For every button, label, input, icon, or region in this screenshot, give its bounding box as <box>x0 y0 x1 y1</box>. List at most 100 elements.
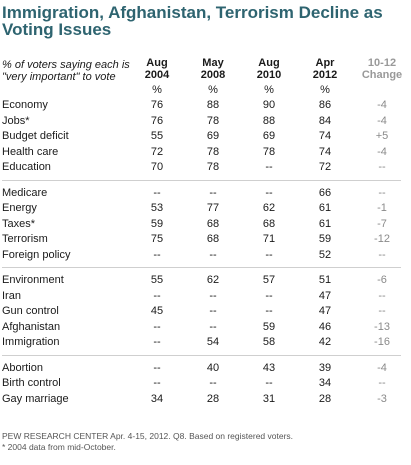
value-cell: 61 <box>318 217 332 230</box>
change-cell: +5 <box>375 130 389 142</box>
value-cell: 71 <box>262 233 276 245</box>
table-row: Immigration -- 54 58 42 -16 <box>0 335 411 350</box>
table-row: Budget deficit 55 69 69 74 +5 <box>0 129 411 144</box>
column-header-change: 10-12 Change <box>352 57 411 81</box>
value-cell: -- <box>153 320 161 333</box>
value-cell: 68 <box>206 233 220 245</box>
value-cell: -- <box>209 186 217 199</box>
column-header-year: 2004 <box>144 69 170 81</box>
value-cell: -- <box>153 248 161 261</box>
issue-label: Taxes* <box>2 217 36 230</box>
value-cell: 78 <box>206 161 220 173</box>
value-cell: 78 <box>206 145 220 158</box>
issue-label: Budget deficit <box>2 130 69 142</box>
issue-label: Terrorism <box>2 233 48 245</box>
table-row: Gun control 45 -- -- 47 -- <box>0 304 411 319</box>
value-cell: 75 <box>150 233 164 245</box>
value-cell: 34 <box>150 392 164 405</box>
value-cell: -- <box>265 248 273 261</box>
value-cell: 76 <box>150 114 164 127</box>
column-header-aug-2004: Aug 2004 <box>127 57 187 81</box>
table-row: Jobs* 76 78 88 84 -4 <box>0 114 411 129</box>
value-cell: 54 <box>206 336 220 348</box>
value-cell: -- <box>265 186 273 199</box>
column-header-month: Apr <box>315 57 335 69</box>
value-cell: 31 <box>262 392 276 405</box>
value-cell: -- <box>265 305 273 317</box>
column-header-aug-2010: Aug 2010 <box>239 57 299 81</box>
page-title: Immigration, Afghanistan, Terrorism Decl… <box>2 3 383 39</box>
value-cell: 90 <box>262 99 276 111</box>
table-row: Gay marriage 34 28 31 28 -3 <box>0 392 411 407</box>
table-row: Afghanistan -- -- 59 46 -13 <box>0 320 411 335</box>
value-cell: -- <box>209 305 217 317</box>
column-header-year: 2012 <box>312 69 338 81</box>
group-divider <box>2 267 401 268</box>
value-cell: 42 <box>318 336 332 348</box>
value-cell: 70 <box>150 161 164 173</box>
value-cell: 34 <box>318 377 332 389</box>
change-cell: -13 <box>374 320 390 333</box>
issue-label: Medicare <box>2 186 48 199</box>
issue-label: Afghanistan <box>2 320 61 333</box>
column-header-may-2008: May 2008 <box>183 57 243 81</box>
value-cell: 88 <box>206 99 220 111</box>
footnote: PEW RESEARCH CENTER Apr. 4-15, 2012. Q8.… <box>2 431 407 453</box>
value-cell: 76 <box>150 99 164 111</box>
table-row: Iran -- -- -- 47 -- <box>0 289 411 304</box>
column-header-month: May <box>202 57 224 69</box>
percent-unit: % <box>320 84 330 96</box>
value-cell: 53 <box>150 202 164 214</box>
value-cell: 68 <box>206 217 220 230</box>
table-row: Terrorism 75 68 71 59 -12 <box>0 232 411 247</box>
value-cell: -- <box>153 186 161 199</box>
percent-unit: % <box>152 84 162 96</box>
value-cell: 43 <box>262 361 276 374</box>
value-cell: 28 <box>206 392 220 405</box>
value-cell: -- <box>209 248 217 261</box>
value-cell: 66 <box>318 186 332 199</box>
value-cell: 59 <box>262 320 276 333</box>
value-cell: 62 <box>262 202 276 214</box>
table-row: Economy 76 88 90 86 -4 <box>0 98 411 113</box>
group-divider <box>2 354 401 356</box>
column-header-year: 2010 <box>256 69 282 81</box>
value-cell: 47 <box>318 289 332 302</box>
table-row: Foreign policy -- -- -- 52 -- <box>0 248 411 263</box>
value-cell: -- <box>265 161 273 173</box>
value-cell: -- <box>209 320 217 333</box>
issue-label: Gay marriage <box>2 392 69 405</box>
value-cell: 52 <box>318 248 332 261</box>
value-cell: 28 <box>318 392 332 405</box>
table-row: Health care 72 78 78 74 -4 <box>0 145 411 160</box>
change-cell: -- <box>378 186 386 199</box>
value-cell: 47 <box>318 305 332 317</box>
change-cell: -- <box>378 305 386 317</box>
issue-label: Environment <box>2 274 64 286</box>
table-row: Taxes* 59 68 68 61 -7 <box>0 217 411 232</box>
change-cell: -4 <box>377 114 387 127</box>
table-row: Environment 55 62 57 51 -6 <box>0 273 411 288</box>
change-cell: -3 <box>377 392 387 405</box>
value-cell: 62 <box>206 274 220 286</box>
table-row: Abortion -- 40 43 39 -4 <box>0 361 411 376</box>
value-cell: 84 <box>318 114 332 127</box>
value-cell: 68 <box>262 217 276 230</box>
issue-label: Health care <box>2 145 59 158</box>
value-cell: 69 <box>262 130 276 142</box>
change-cell: -6 <box>377 274 387 286</box>
value-cell: 74 <box>318 145 332 158</box>
table-row: Birth control -- -- -- 34 -- <box>0 376 411 391</box>
change-cell: -4 <box>377 145 387 158</box>
column-header-month: Aug <box>146 57 168 69</box>
value-cell: 74 <box>318 130 332 142</box>
value-cell: 40 <box>206 361 220 374</box>
percent-unit: % <box>264 84 274 96</box>
value-cell: -- <box>153 361 161 374</box>
table-row: Education 70 78 -- 72 -- <box>0 160 411 175</box>
column-header-apr-2012: Apr 2012 <box>295 57 355 81</box>
change-cell: -- <box>378 377 386 389</box>
value-cell: 58 <box>262 336 276 348</box>
value-cell: -- <box>153 377 161 389</box>
issue-label: Economy <box>2 99 48 111</box>
